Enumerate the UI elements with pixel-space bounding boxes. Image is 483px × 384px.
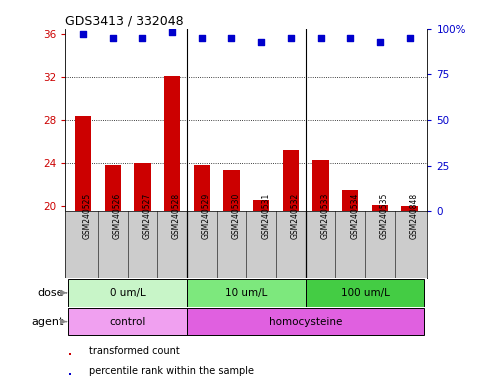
Text: GSM240527: GSM240527	[142, 193, 151, 239]
Text: GSM240528: GSM240528	[172, 193, 181, 239]
Point	[406, 35, 413, 41]
Text: control: control	[109, 316, 146, 327]
Bar	[134, 163, 151, 211]
Point	[346, 35, 354, 41]
Point	[139, 35, 146, 41]
Point	[79, 31, 87, 37]
Text: transformed count: transformed count	[89, 346, 180, 356]
Point	[227, 35, 235, 41]
Text: GSM240531: GSM240531	[261, 193, 270, 239]
Bar	[187, 308, 425, 336]
Point	[168, 30, 176, 36]
Point	[317, 35, 325, 41]
Text: GSM240533: GSM240533	[321, 193, 329, 239]
Bar	[313, 160, 329, 211]
Bar	[68, 308, 187, 336]
Bar	[283, 150, 299, 211]
Text: percentile rank within the sample: percentile rank within the sample	[89, 366, 254, 376]
Text: agent: agent	[31, 316, 64, 327]
Text: homocysteine: homocysteine	[269, 316, 342, 327]
Text: GSM240525: GSM240525	[83, 193, 92, 239]
Bar	[223, 170, 240, 211]
Bar	[69, 353, 71, 354]
Text: GSM240529: GSM240529	[202, 193, 211, 239]
Point	[198, 35, 206, 41]
Bar	[68, 279, 187, 306]
Text: GSM240532: GSM240532	[291, 193, 300, 239]
Point	[287, 35, 295, 41]
Text: GSM240848: GSM240848	[410, 193, 419, 239]
Bar	[69, 373, 71, 375]
Text: 100 um/L: 100 um/L	[341, 288, 389, 298]
Point	[109, 35, 116, 41]
Bar	[104, 165, 121, 211]
Text: GSM240530: GSM240530	[231, 193, 241, 239]
Text: GDS3413 / 332048: GDS3413 / 332048	[65, 15, 184, 28]
Point	[376, 38, 384, 45]
Text: 0 um/L: 0 um/L	[110, 288, 145, 298]
Text: GSM240526: GSM240526	[113, 193, 122, 239]
Bar	[401, 206, 418, 211]
Bar	[253, 200, 270, 211]
Bar	[342, 190, 358, 211]
Bar	[164, 76, 180, 211]
Text: 10 um/L: 10 um/L	[225, 288, 268, 298]
Text: dose: dose	[37, 288, 64, 298]
Bar	[306, 279, 425, 306]
Text: GSM240535: GSM240535	[380, 193, 389, 239]
Bar	[372, 205, 388, 211]
Bar	[194, 165, 210, 211]
Point	[257, 38, 265, 45]
Bar	[75, 116, 91, 211]
Text: GSM240534: GSM240534	[350, 193, 359, 239]
Bar	[187, 279, 306, 306]
